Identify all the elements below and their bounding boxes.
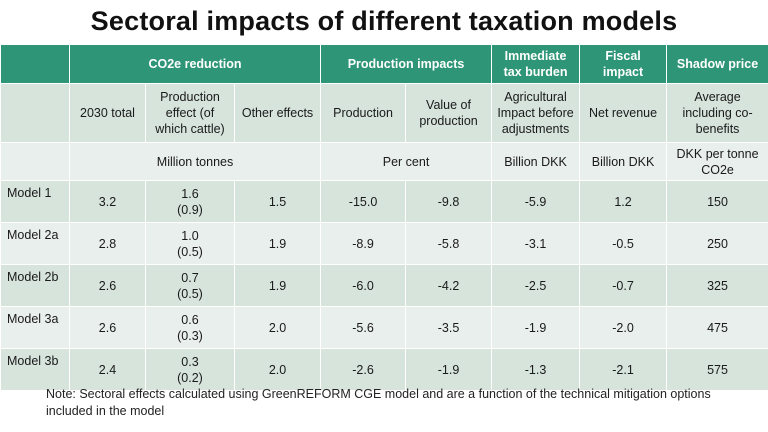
cell-net-revenue: -2.0: [579, 306, 668, 349]
cell-production-effect: 0.7 (0.5): [145, 264, 235, 307]
cell-average: 575: [666, 348, 768, 391]
production-effect-value: 0.6: [181, 312, 199, 327]
group-fiscal-impact: Fiscal impact: [579, 44, 668, 84]
cell-production-effect: 0.3 (0.2): [145, 348, 235, 391]
cell-production-effect: 1.6 (0.9): [145, 180, 235, 223]
cattle-value: (0.2): [177, 370, 203, 385]
cell-value-of-production: -3.5: [405, 306, 493, 349]
group-header-row: CO2e reduction Production impacts Immedi…: [0, 44, 768, 84]
production-effect-value: 1.0: [181, 228, 199, 243]
table-row: Model 3a 2.6 0.6 (0.3) 2.0 -5.6 -3.5 -1.9…: [0, 306, 768, 349]
unit-billion-dkk-fiscal: Billion DKK: [579, 142, 668, 181]
blank-unit-cell: [0, 142, 70, 181]
cell-production: -6.0: [320, 264, 407, 307]
cell-production-effect: 0.6 (0.3): [145, 306, 235, 349]
cell-value-of-production: -4.2: [405, 264, 493, 307]
cell-net-revenue: -2.1: [579, 348, 668, 391]
cell-agricultural-impact: -5.9: [491, 180, 581, 223]
cell-net-revenue: 1.2: [579, 180, 668, 223]
cell-production: -2.6: [320, 348, 407, 391]
group-immediate-tax-burden: Immediate tax burden: [491, 44, 581, 84]
col-other-effects: Other effects: [233, 83, 322, 143]
cell-value-of-production: -5.8: [405, 222, 493, 265]
cell-average: 475: [666, 306, 768, 349]
row-model-label: Model 3a: [0, 306, 70, 349]
row-model-label: Model 1: [0, 180, 70, 223]
production-effect-value: 0.7: [181, 270, 199, 285]
cell-other-effects: 1.9: [233, 222, 322, 265]
blank-header-cell: [0, 83, 70, 143]
col-average-co-benefits: Average including co-benefits: [666, 83, 768, 143]
unit-million-tonnes: Million tonnes: [68, 142, 322, 181]
production-effect-value: 0.3: [181, 354, 199, 369]
table-row: Model 3b 2.4 0.3 (0.2) 2.0 -2.6 -1.9 -1.3…: [0, 348, 768, 391]
corner-cell: [0, 44, 70, 84]
column-header-row: 2030 total Production effect (of which c…: [0, 83, 768, 143]
cell-average: 150: [666, 180, 768, 223]
cell-net-revenue: -0.7: [579, 264, 668, 307]
cell-other-effects: 2.0: [233, 306, 322, 349]
cell-value-of-production: -1.9: [405, 348, 493, 391]
footnote: Note: Sectoral effects calculated using …: [46, 387, 711, 418]
production-effect-value: 1.6: [181, 186, 199, 201]
page-title: Sectoral impacts of different taxation m…: [90, 6, 678, 36]
cattle-value: (0.9): [177, 202, 203, 217]
unit-billion-dkk-burden: Billion DKK: [491, 142, 581, 181]
cell-agricultural-impact: -3.1: [491, 222, 581, 265]
col-value-of-production: Value of production: [405, 83, 493, 143]
row-model-label: Model 2a: [0, 222, 70, 265]
cattle-value: (0.5): [177, 244, 203, 259]
unit-dkk-per-tonne: DKK per tonne CO2e: [666, 142, 768, 181]
table-row: Model 1 3.2 1.6 (0.9) 1.5 -15.0 -9.8 -5.9…: [0, 180, 768, 223]
row-model-label: Model 2b: [0, 264, 70, 307]
cell-other-effects: 1.5: [233, 180, 322, 223]
cell-2030-total: 2.6: [69, 306, 146, 349]
cell-production-effect: 1.0 (0.5): [145, 222, 235, 265]
col-production-effect: Production effect (of which cattle): [145, 83, 235, 143]
cell-2030-total: 2.6: [69, 264, 146, 307]
col-net-revenue: Net revenue: [579, 83, 668, 143]
cell-other-effects: 2.0: [233, 348, 322, 391]
cell-value-of-production: -9.8: [405, 180, 493, 223]
cell-production: -5.6: [320, 306, 407, 349]
table-row: Model 2b 2.6 0.7 (0.5) 1.9 -6.0 -4.2 -2.5…: [0, 264, 768, 307]
cell-agricultural-impact: -1.9: [491, 306, 581, 349]
col-agricultural-impact: Agricultural Impact before adjustments: [491, 83, 581, 143]
col-production: Production: [320, 83, 407, 143]
cattle-value: (0.3): [177, 328, 203, 343]
cell-production: -8.9: [320, 222, 407, 265]
group-shadow-price: Shadow price: [666, 44, 768, 84]
row-model-label: Model 3b: [0, 348, 70, 391]
cell-net-revenue: -0.5: [579, 222, 668, 265]
cell-other-effects: 1.9: [233, 264, 322, 307]
cell-production: -15.0: [320, 180, 407, 223]
cell-agricultural-impact: -2.5: [491, 264, 581, 307]
group-co2e-reduction: CO2e reduction: [68, 44, 322, 84]
col-2030-total: 2030 total: [69, 83, 146, 143]
cell-average: 325: [666, 264, 768, 307]
cell-average: 250: [666, 222, 768, 265]
cell-agricultural-impact: -1.3: [491, 348, 581, 391]
cattle-value: (0.5): [177, 286, 203, 301]
group-production-impacts: Production impacts: [320, 44, 493, 84]
table-row: Model 2a 2.8 1.0 (0.5) 1.9 -8.9 -5.8 -3.1…: [0, 222, 768, 265]
cell-2030-total: 2.8: [69, 222, 146, 265]
cell-2030-total: 2.4: [69, 348, 146, 391]
unit-row: Million tonnes Per cent Billion DKK Bill…: [0, 142, 768, 181]
cell-2030-total: 3.2: [69, 180, 146, 223]
unit-per-cent: Per cent: [320, 142, 493, 181]
impacts-table: CO2e reduction Production impacts Immedi…: [0, 44, 768, 391]
